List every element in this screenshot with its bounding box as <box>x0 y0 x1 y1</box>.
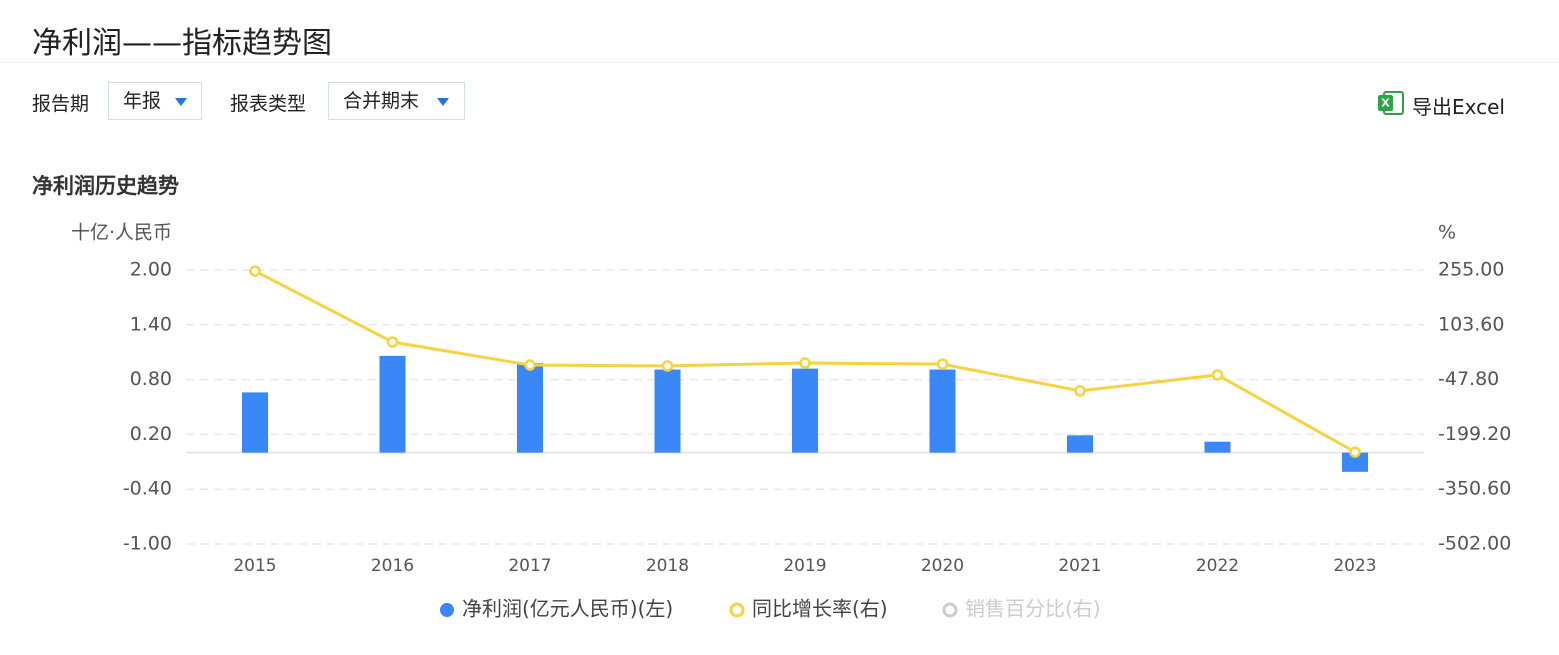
dropdown-arrow <box>175 98 187 106</box>
export-label[interactable]: 导出Excel <box>1412 95 1505 119</box>
x-tick-label: 2020 <box>921 556 964 576</box>
page-title: 净利润——指标趋势图 <box>32 26 332 61</box>
legend-label[interactable]: 销售百分比(右) <box>965 597 1101 621</box>
legend-icon <box>942 602 958 618</box>
x-tick-label: 2019 <box>783 556 826 576</box>
excel-icon: X <box>1378 91 1404 115</box>
y2-tick-label: -47.80 <box>1438 368 1499 390</box>
legend-label[interactable]: 净利润(亿元人民币)(左) <box>462 597 673 621</box>
svg-text:X: X <box>1381 97 1390 110</box>
bar <box>517 363 543 453</box>
bar <box>654 369 681 453</box>
x-tick-label: 2018 <box>646 556 689 576</box>
type-label: 报表类型 <box>230 93 307 115</box>
bar <box>1342 452 1368 472</box>
line-point <box>661 360 674 372</box>
y2-tick-label: -502.00 <box>1438 533 1511 555</box>
bar <box>379 355 406 453</box>
divider <box>0 62 1559 63</box>
line-point <box>936 358 949 370</box>
y-tick-label: 0.20 <box>130 423 172 445</box>
y-tick-label: -1.00 <box>123 533 172 555</box>
y2-tick-label: 255.00 <box>1438 259 1504 281</box>
period-dropdown[interactable]: 年报 <box>108 82 202 120</box>
bar <box>242 392 268 453</box>
period-value: 年报 <box>123 90 162 112</box>
y2-tick-label: -350.60 <box>1438 478 1511 500</box>
x-tick-label: 2021 <box>1058 556 1101 576</box>
bar <box>792 368 818 453</box>
x-tick-label: 2023 <box>1333 556 1376 576</box>
y-axis-label: 十亿·人民币 <box>71 222 172 244</box>
line-point <box>524 359 536 371</box>
x-tick-label: 2016 <box>371 556 414 576</box>
y2-axis-label: % <box>1438 222 1456 244</box>
line-point <box>249 265 261 277</box>
y-tick-label: 0.80 <box>130 368 172 390</box>
legend-icon <box>440 603 454 617</box>
bar <box>1204 441 1231 453</box>
line-point <box>1349 446 1361 458</box>
dropdown-arrow <box>437 98 449 106</box>
x-tick-label: 2015 <box>233 556 276 576</box>
bar <box>929 369 956 453</box>
chart-title: 净利润历史趋势 <box>32 174 179 198</box>
y-tick-label: -0.40 <box>123 478 172 500</box>
type-value: 合并期末 <box>343 90 420 112</box>
type-dropdown[interactable]: 合并期末 <box>328 82 465 120</box>
y2-tick-label: 103.60 <box>1438 313 1504 335</box>
x-tick-label: 2017 <box>508 556 551 576</box>
bar <box>1067 435 1093 453</box>
y-tick-label: 1.40 <box>130 313 172 335</box>
legend-icon <box>729 602 745 618</box>
line-point <box>1074 385 1086 397</box>
export-button[interactable]: X <box>1378 91 1404 115</box>
x-tick-label: 2022 <box>1196 556 1239 576</box>
line-point <box>799 357 811 369</box>
legend-label[interactable]: 同比增长率(右) <box>752 597 888 621</box>
y-tick-label: 2.00 <box>130 259 172 281</box>
line-point <box>1211 369 1224 381</box>
period-label: 报告期 <box>32 93 90 115</box>
line-point <box>386 336 399 348</box>
y2-tick-label: -199.20 <box>1438 423 1511 445</box>
line <box>254 269 1356 454</box>
